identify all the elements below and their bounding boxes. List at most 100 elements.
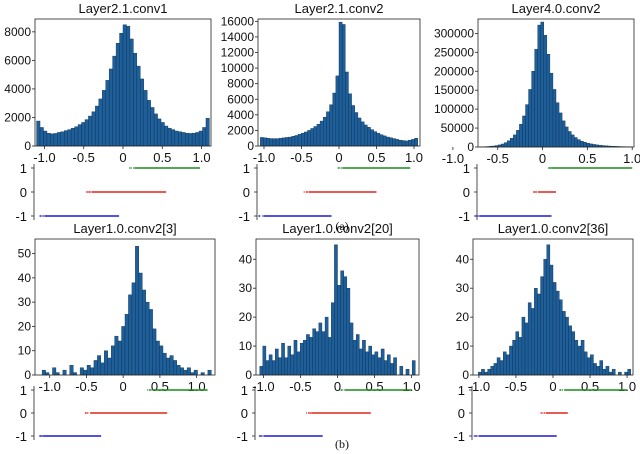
histogram-bar (605, 366, 610, 376)
histogram-bar (195, 132, 200, 147)
cluster-point (150, 389, 152, 391)
histogram-bar (618, 371, 622, 376)
chart-panel-3: Layer4.0.conv2 0 50000 100000 150000 200000 25… (434, 1, 640, 224)
histogram-bar (288, 136, 292, 147)
histogram-bar (364, 124, 368, 147)
histogram-bar (580, 140, 584, 148)
cluster-point (303, 191, 305, 193)
histogram-bar (593, 363, 597, 376)
histogram-bar (152, 328, 157, 376)
histogram-bar (124, 314, 129, 376)
histogram-bar (580, 340, 585, 376)
cluster-point (543, 412, 545, 414)
histogram-bar (293, 340, 298, 376)
x-tick-label: 0 (549, 379, 556, 394)
y-tick-label: 8000 (4, 25, 31, 39)
cluster-point (87, 412, 89, 414)
histogram-bar (91, 111, 96, 147)
histogram-bar (398, 139, 403, 147)
strip-tick-label: -1 (453, 429, 465, 444)
x-tick-label: 1.0 (618, 379, 636, 394)
cluster-point (86, 191, 88, 193)
histogram-bar (332, 92, 337, 147)
histogram-bar (43, 130, 48, 147)
strip-tick-label: 0 (243, 185, 250, 200)
histogram-bar (119, 33, 124, 147)
cluster-point (305, 191, 307, 193)
y-tick-label: 6000 (4, 53, 31, 67)
chart-title: Layer1.0.conv2[36] (498, 221, 609, 236)
strip-tick-label: 1 (243, 161, 250, 176)
cluster-point (258, 435, 260, 437)
histogram-bar (335, 75, 340, 147)
y-tick-label: 10 (456, 339, 470, 353)
histogram-bar (543, 35, 548, 148)
histogram-bar (568, 325, 572, 376)
y-tick-label: 4000 (4, 82, 31, 96)
histogram-bar (81, 122, 86, 147)
histogram-bar (341, 24, 346, 147)
histogram-bar (287, 345, 292, 376)
histogram-bar (67, 129, 72, 147)
histogram-bar (348, 93, 352, 147)
histogram-bar (549, 264, 554, 376)
histogram-bar (528, 89, 532, 148)
chart-panel-1: Layer2.1.conv1 0 2000 4000 6000 8000 -1.0 -0.5 0… (4, 1, 212, 224)
cluster-point (39, 435, 41, 437)
histogram-bar (126, 25, 131, 147)
histogram-bar (321, 331, 326, 376)
cluster-point (536, 191, 538, 193)
histogram-bar (174, 130, 179, 147)
y-tick-label: 0 (247, 139, 254, 153)
x-tick-label: 1.0 (193, 150, 211, 165)
cluster-point (559, 389, 561, 391)
cluster-point (478, 215, 480, 217)
histogram-bar (602, 369, 607, 376)
histogram-bar (392, 138, 396, 147)
histogram-bar (362, 340, 366, 376)
histogram-bar (117, 340, 122, 376)
histogram-bar (140, 78, 144, 147)
cluster-point (129, 167, 131, 169)
histogram-bar (327, 337, 332, 376)
cluster-point (549, 167, 551, 169)
cluster-point (85, 191, 87, 193)
histogram-bar (534, 49, 538, 148)
histogram-bar (516, 130, 520, 148)
histogram-bar (70, 127, 75, 147)
cluster-point (474, 435, 476, 437)
histogram-bar (518, 337, 523, 376)
cluster-point (532, 191, 534, 193)
histogram-bar (534, 287, 538, 376)
histogram-bar (275, 138, 280, 147)
histogram-bar (500, 143, 505, 148)
x-tick-label: 0.5 (151, 379, 169, 394)
histogram-bar (176, 365, 181, 376)
strip-tick-label: -1 (15, 209, 27, 224)
cluster-point (259, 435, 261, 437)
histogram-bar (41, 369, 46, 376)
strip-tick-label: 1 (20, 161, 27, 176)
cluster-point (562, 389, 564, 391)
x-tick-label: -1.0 (468, 379, 490, 394)
histogram-bar (499, 360, 504, 376)
histogram-bar (291, 136, 296, 147)
y-tick-label: 8000 (227, 77, 254, 91)
histogram-bar (587, 357, 591, 376)
histogram-bar (39, 127, 44, 147)
histogram-bar (496, 357, 501, 376)
histogram-bar (100, 362, 105, 376)
histogram-bar (93, 360, 98, 376)
histogram-bar (577, 345, 582, 376)
histogram-bar (624, 371, 628, 376)
cluster-point (261, 435, 263, 437)
histogram-bar (546, 244, 551, 376)
cluster-point (540, 412, 542, 414)
chart-title: Layer4.0.conv2 (512, 1, 601, 16)
histogram-bar (50, 133, 55, 147)
histogram-bar (188, 133, 193, 147)
histogram-bar (95, 105, 100, 147)
histogram-bar (198, 130, 203, 147)
